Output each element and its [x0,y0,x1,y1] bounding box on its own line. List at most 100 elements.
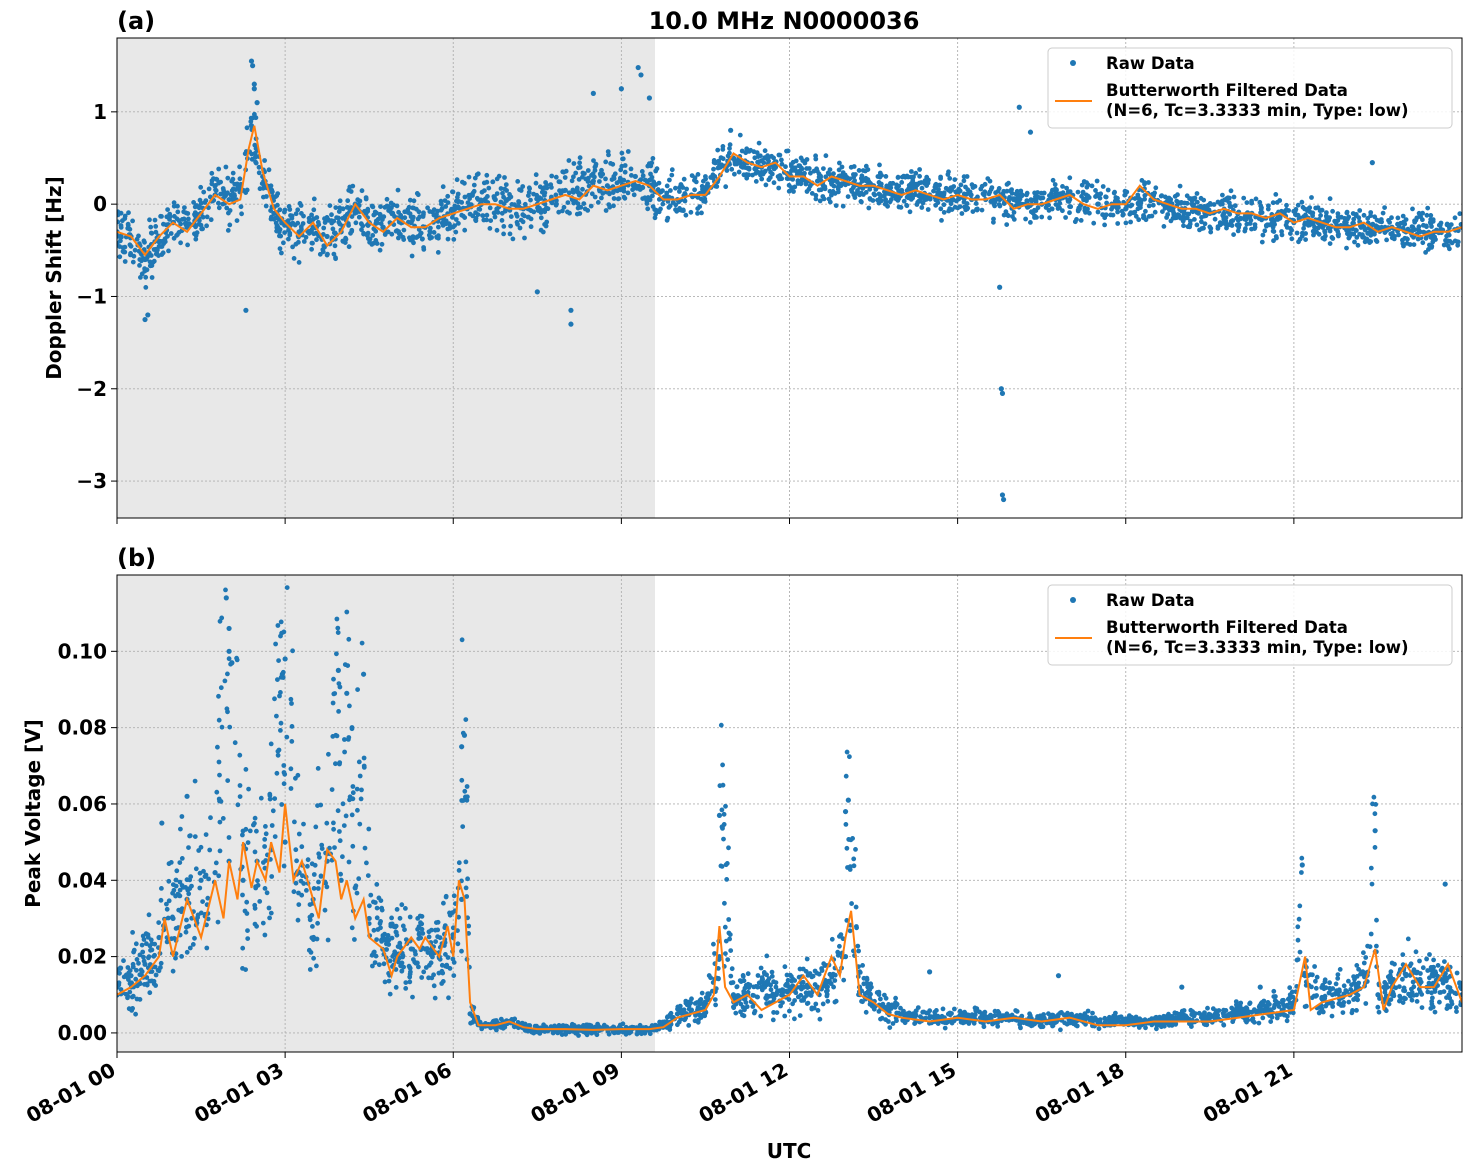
raw-data-point [1137,196,1143,203]
filtered-data-line [117,803,1462,1031]
raw-data-point [459,896,465,902]
raw-data-point [772,992,779,998]
legend-raw-marker [1070,60,1076,66]
raw-data-point [1442,881,1448,887]
raw-data-point [254,100,260,106]
raw-data-point [828,973,835,979]
x-tick-label: 08-01 21 [1199,1058,1297,1128]
raw-data-point [716,812,723,819]
y-tick-label: −3 [76,469,107,493]
raw-data-point [534,289,540,295]
raw-data-point [688,1007,695,1013]
raw-data-point [1369,160,1375,166]
raw-data-point [1375,224,1381,230]
raw-data-point [1016,104,1022,110]
shaded-region [117,38,655,518]
raw-data-point [1333,220,1339,226]
raw-data-point [1095,1018,1101,1025]
raw-data-point [1257,984,1263,990]
filtered-data-line [117,125,1462,257]
raw-data-point [128,973,134,979]
raw-data-point [1123,206,1129,212]
raw-data-point [223,595,229,601]
raw-data-point [1027,129,1034,135]
raw-data-point [461,732,468,738]
raw-data-point [360,671,367,677]
raw-data-point [380,224,386,230]
raw-data-point [271,210,277,216]
y-tick-label: 0.02 [58,945,107,969]
plot-area [117,585,1462,1038]
raw-data-point [282,839,288,845]
raw-data-point [674,1011,681,1017]
raw-data-point [366,915,372,922]
raw-data-point [730,992,737,998]
raw-data-point [459,744,465,750]
y-tick-label: 0.06 [58,792,107,816]
raw-data-point [142,256,148,263]
raw-data-point [719,824,725,830]
raw-data-point [248,58,255,64]
raw-data-point [997,284,1003,290]
raw-data-point [842,808,849,815]
raw-data-point [1277,215,1283,221]
x-tick-label: 08-01 00 [22,1058,120,1128]
raw-data-point [1372,828,1378,834]
raw-data-point [226,196,232,203]
x-axis-label: UTC [767,1139,812,1163]
raw-data-point [1299,862,1305,868]
y-tick-label: −1 [76,284,107,308]
legend: Raw Data Butterworth Filtered Data(N=6, T… [1047,584,1453,666]
raw-data-point [492,196,498,203]
y-tick-label: 0.10 [58,639,107,663]
x-tick-label: 08-01 09 [526,1058,624,1128]
plot-area [117,58,1462,503]
raw-data-point [243,307,249,313]
y-tick-label: 0.08 [58,716,107,740]
figure-title: 10.0 MHz N0000036 [649,7,920,35]
raw-data-point [1067,196,1073,203]
raw-data-point [999,492,1006,498]
raw-data-point [635,64,641,71]
raw-data-point [884,1007,891,1013]
y-tick-label: 0.00 [58,1021,107,1045]
raw-data-point [927,969,933,975]
raw-data-point [145,312,151,318]
raw-data-point [184,793,190,799]
panel-b: 0.00 0.02 0.04 0.06 0.08 0.10 08-01 00 08-01 03… [21,544,1463,1128]
raw-data-point [1179,1015,1185,1021]
y-axis-label: Doppler Shift [Hz] [42,176,66,380]
raw-data-point [408,946,414,952]
raw-data-point [638,72,644,78]
raw-data-point [335,667,341,674]
y-tick-label: 0 [93,192,107,216]
legend-filtered-label: Butterworth Filtered Data [1106,81,1348,100]
raw-data-point [758,984,765,990]
raw-data-point [408,220,414,226]
raw-data-point [716,954,723,960]
raw-data-point [1403,973,1409,979]
raw-data-point [250,63,256,69]
raw-data-point [998,386,1004,392]
raw-data-point [828,178,835,184]
raw-data-point [1055,973,1062,979]
raw-data-point [1235,1011,1241,1017]
raw-data-point [352,885,358,891]
raw-data-point [159,820,165,826]
raw-data-point [226,625,232,632]
y-tick-label: 0.04 [58,868,107,892]
raw-data-point [983,1015,989,1021]
raw-data-point [562,187,568,193]
raw-data-point [240,877,246,883]
raw-data-point [999,390,1006,396]
x-tick-label: 08-01 06 [358,1058,456,1128]
raw-data-point [941,192,947,198]
raw-data-point [1095,201,1101,207]
legend-raw-marker [1070,597,1076,603]
raw-data-point [845,797,851,803]
raw-data-point [632,173,638,180]
raw-data-cloud [117,111,1462,290]
raw-data-point [229,660,235,666]
raw-data-point [282,656,288,662]
